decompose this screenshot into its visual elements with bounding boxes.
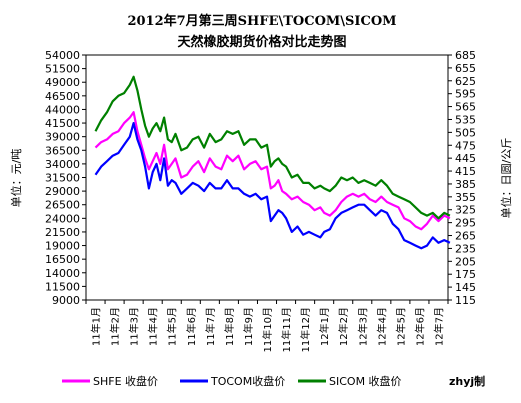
x-tick-label: 11年2月 (109, 307, 122, 346)
x-tick-label: 12年5月 (394, 307, 407, 346)
right-tick-label: 505 (455, 126, 476, 139)
right-tick-label: 655 (455, 62, 476, 75)
right-axis: 1151451752052352652953253553854154454755… (448, 49, 476, 307)
left-tick-label: 29000 (45, 185, 80, 198)
x-tick-label: 11年4月 (147, 307, 160, 346)
left-tick-label: 51500 (45, 63, 80, 76)
chart-subtitle: 天然橡胶期货价格对比走势图 (177, 34, 346, 50)
x-tick-label: 11年11月 (280, 307, 293, 352)
x-tick-label: 11年12月 (299, 307, 312, 352)
x-tick-label: 12年1月 (318, 307, 331, 346)
left-tick-label: 31500 (45, 172, 80, 185)
right-tick-label: 205 (455, 255, 476, 268)
x-tick-label: 11年10月 (261, 307, 274, 352)
right-tick-label: 115 (455, 294, 476, 307)
right-tick-label: 265 (455, 230, 476, 243)
left-tick-label: 39000 (45, 131, 80, 144)
right-tick-label: 595 (455, 88, 476, 101)
chart-credit: zhyj制 (449, 374, 485, 388)
right-tick-label: 175 (455, 268, 476, 281)
right-tick-label: 385 (455, 178, 476, 191)
left-tick-label: 24000 (45, 212, 80, 225)
left-tick-label: 54000 (45, 49, 80, 62)
x-tick-label: 11年9月 (242, 307, 255, 346)
left-tick-label: 11500 (45, 280, 80, 293)
left-axis-label: 单位：元/吨 (9, 149, 23, 208)
chart-title: 2012年7月第三周SHFE\TOCOM\SICOM (127, 13, 396, 29)
x-tick-label: 12年2月 (337, 307, 350, 346)
right-tick-label: 355 (455, 191, 476, 204)
left-tick-label: 21500 (45, 226, 80, 239)
left-tick-label: 34000 (45, 158, 80, 171)
series-line-sicom (94, 75, 451, 220)
right-tick-label: 565 (455, 101, 476, 114)
left-tick-label: 36500 (45, 144, 80, 157)
right-tick-label: 145 (455, 281, 476, 294)
x-tick-label: 11年8月 (223, 307, 236, 346)
x-tick-label: 11年3月 (128, 307, 141, 346)
legend-label-tocom: TOCOM收盘价 (210, 374, 285, 388)
x-tick-label: 11年5月 (166, 307, 179, 346)
right-tick-label: 295 (455, 217, 476, 230)
right-tick-label: 685 (455, 49, 476, 62)
left-tick-label: 14000 (45, 267, 80, 280)
right-tick-label: 475 (455, 139, 476, 152)
series-line-tocom (94, 121, 451, 250)
series-line-shfe (94, 111, 451, 231)
left-tick-label: 16500 (45, 253, 80, 266)
x-tick-label: 12年3月 (356, 307, 369, 346)
left-tick-label: 44000 (45, 103, 80, 116)
left-tick-label: 9000 (52, 294, 80, 307)
right-tick-label: 535 (455, 113, 476, 126)
right-tick-label: 325 (455, 204, 476, 217)
legend-label-sicom: SICOM 收盘价 (329, 374, 402, 388)
legend: SHFE 收盘价 TOCOM收盘价 SICOM 收盘价 (62, 374, 402, 388)
left-tick-label: 46500 (45, 90, 80, 103)
right-axis-label: 单位：日圆/公斤 (499, 138, 513, 219)
left-tick-label: 19000 (45, 240, 80, 253)
right-tick-label: 235 (455, 242, 476, 255)
legend-label-shfe: SHFE 收盘价 (93, 374, 158, 388)
x-axis: 11年1月 11年2月 11年3月 11年4月 11年5月 11年6月 11年7月 11年8月… (85, 300, 449, 352)
x-tick-label: 12年7月 (432, 307, 445, 346)
left-axis: 9000115001400016500190002150024000265002… (45, 49, 86, 307)
right-tick-label: 445 (455, 152, 476, 165)
x-tick-label: 11年7月 (204, 307, 217, 346)
left-tick-label: 49000 (45, 76, 80, 89)
left-tick-label: 26500 (45, 199, 80, 212)
x-tick-label: 12年4月 (375, 307, 388, 346)
plot-area (85, 54, 449, 301)
left-tick-label: 41500 (45, 117, 80, 130)
series-lines (94, 75, 451, 250)
x-tick-label: 11年1月 (90, 307, 103, 346)
right-tick-label: 415 (455, 165, 476, 178)
x-tick-label: 12年6月 (413, 307, 426, 346)
right-tick-label: 625 (455, 75, 476, 88)
x-tick-label: 11年6月 (185, 307, 198, 346)
